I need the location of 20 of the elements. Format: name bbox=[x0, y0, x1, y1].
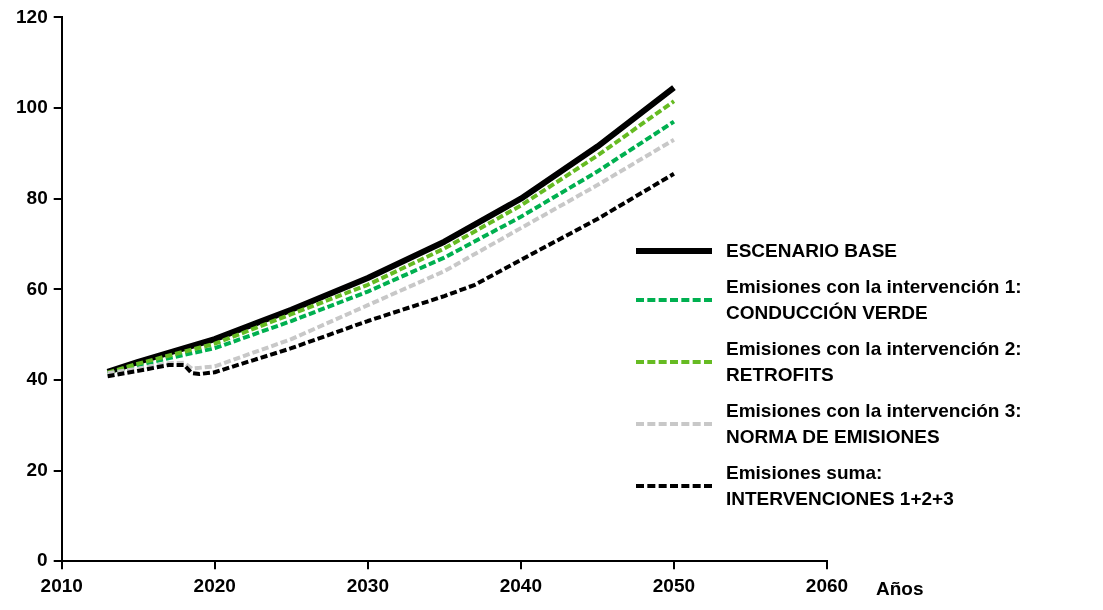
x-tick-label: 2020 bbox=[193, 574, 236, 596]
x-tick-label: 2050 bbox=[652, 574, 696, 596]
y-tick-label: 60 bbox=[26, 277, 48, 299]
y-tick-label: 40 bbox=[26, 368, 48, 390]
y-tick-label: 100 bbox=[16, 96, 48, 118]
x-tick-label: 2040 bbox=[499, 574, 543, 596]
legend-label: Emisiones con la intervención 1: CONDUCCIÓN VERDE bbox=[726, 275, 1022, 325]
x-tick-label: 2060 bbox=[805, 574, 849, 596]
y-tick-label: 20 bbox=[26, 458, 48, 480]
y-tick-label: 120 bbox=[16, 5, 48, 27]
legend-label: Emisiones con la intervención 3: NORMA DE EMISIONES bbox=[726, 399, 1022, 449]
line-series bbox=[105, 171, 676, 379]
y-tick-label: 80 bbox=[26, 186, 48, 208]
legend-label: Emisiones suma: INTERVENCIONES 1+2+3 bbox=[726, 461, 954, 511]
x-tick-label: 2030 bbox=[346, 574, 389, 596]
x-tick-label: 2010 bbox=[40, 574, 83, 596]
legend-label: ESCENARIO BASE bbox=[726, 239, 898, 263]
y-tick-label: 0 bbox=[37, 549, 48, 571]
legend-label: Emisiones con la intervención 2: RETROFITS bbox=[726, 337, 1022, 387]
x-axis-title: Años bbox=[876, 578, 924, 600]
